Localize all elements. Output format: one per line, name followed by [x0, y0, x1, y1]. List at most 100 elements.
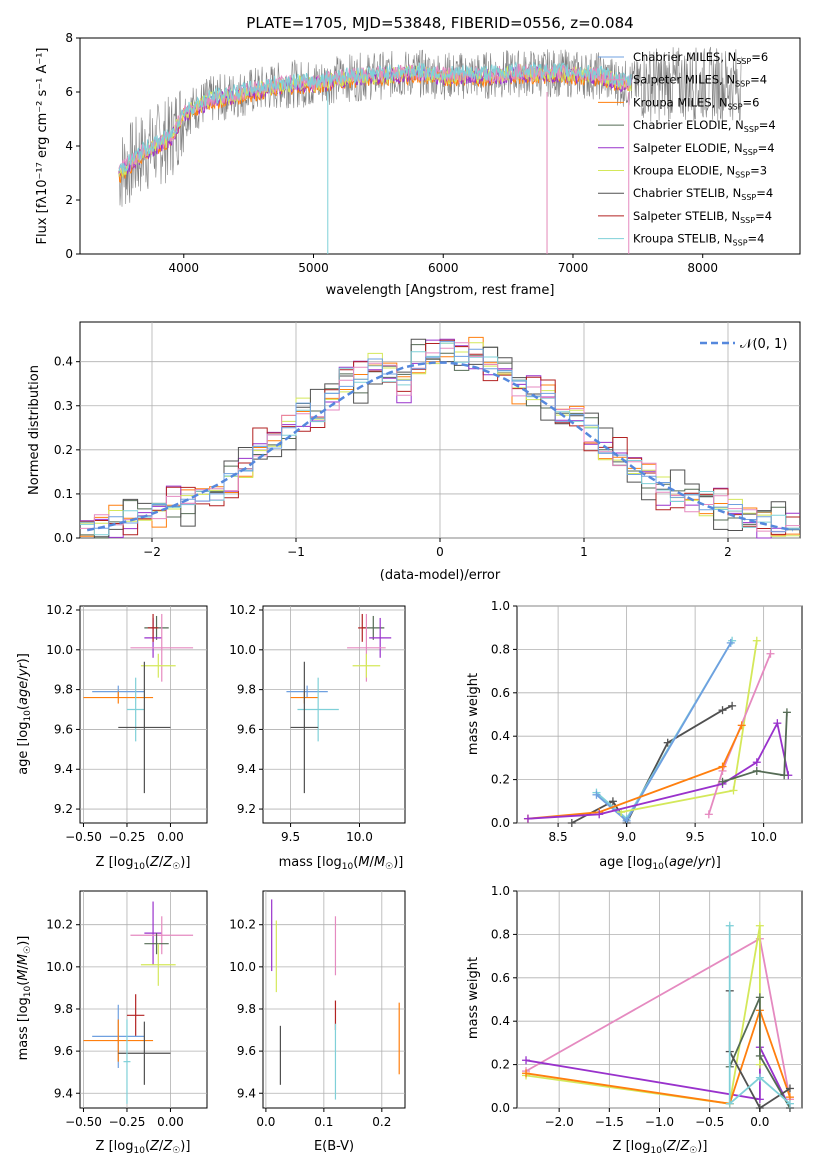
legend-value: =4 [756, 186, 773, 200]
legend-value: =4 [758, 141, 775, 155]
ytick-label: 9.4 [237, 1086, 256, 1100]
legend-subscript: SSP [735, 171, 750, 180]
legend-entry: Kroupa ELODIE, NSSP=3 [633, 164, 767, 180]
ytick-label: 0.2 [54, 443, 73, 457]
legend-entry: Chabrier STELIB, NSSP=4 [633, 186, 773, 202]
massweight-line [728, 925, 791, 1106]
xtick-label: −2.0 [545, 1115, 574, 1129]
ytick-label: 9.6 [54, 1044, 73, 1058]
legend-entry: Salpeter MILES, NSSP=4 [633, 73, 767, 89]
age-ylabel: age [log10(age/yr)] [16, 653, 33, 775]
spectrum-panel: 4000 5000 6000 7000 8000 0 2 4 6 8 Chabrier MILE… [35, 31, 801, 298]
xtick-label: 0.00 [157, 1115, 184, 1129]
ytick-label: 0.0 [54, 531, 73, 545]
ytick-label: 9.8 [237, 1002, 256, 1016]
gaussian-legend-label: 𝒩(0, 1) [740, 337, 787, 352]
xtick-label: −0.25 [109, 1115, 146, 1129]
massweight-line [722, 712, 788, 783]
ytick-label: 9.2 [237, 802, 256, 816]
xtick-label: 10.0 [750, 830, 777, 844]
ytick-label: 1.0 [491, 884, 510, 898]
xtick-label: −1.5 [595, 1115, 624, 1129]
xtick-label: 5000 [298, 261, 329, 275]
mass-vs-ebv-panel: 0.0 0.1 0.2 9.4 9.6 9.8 10.0 10.2 E(B-V) [229, 890, 406, 1154]
xtick-label: −0.50 [65, 830, 102, 844]
massweight-line [527, 720, 790, 820]
spectrum-xlabel: wavelength [Angstrom, rest frame] [326, 283, 555, 298]
ytick-label: 0.4 [491, 1014, 510, 1028]
ytick-label: 10.2 [46, 918, 73, 932]
xtick-label: 8000 [687, 261, 718, 275]
spectrum-legend: Chabrier MILES, NSSP=6 Salpeter MILES, NS… [598, 50, 776, 248]
massweight-line [525, 1046, 791, 1109]
ytick-label: 9.6 [54, 722, 73, 736]
xtick-label: −1.0 [645, 1115, 674, 1129]
ytick-label: 0.4 [491, 729, 510, 743]
residuals-ylabel: Normed distribution [27, 365, 42, 495]
xtick-label: 8.5 [549, 830, 568, 844]
age-vs-mass-xlabel: mass [log10(M/M☉)] [279, 855, 404, 872]
ytick-label: 10.0 [46, 960, 73, 974]
massweight-line [728, 996, 791, 1109]
ytick-label: 0.2 [491, 1058, 510, 1072]
xtick-label: 0.00 [157, 830, 184, 844]
ytick-label: 10.0 [46, 643, 73, 657]
legend-value: =4 [759, 118, 776, 132]
ytick-label: 9.4 [54, 1086, 73, 1100]
ytick-label: 10.2 [229, 918, 256, 932]
ytick-label: 8 [65, 31, 73, 45]
ebv-xlabel: E(B-V) [314, 1139, 354, 1154]
figure-title: PLATE=1705, MJD=53848, FIBERID=0556, z=0… [246, 14, 633, 32]
xtick-label: 7000 [558, 261, 589, 275]
mass-vs-metallicity-panel: −0.50 −0.25 0.00 9.4 9.6 9.8 10.0 10.2 Z [log10… [16, 890, 208, 1156]
residuals-xlabel: (data-model)/error [380, 568, 501, 583]
legend-value: =4 [748, 232, 765, 246]
legend-subscript: SSP [728, 102, 743, 111]
legend-entry: Chabrier MILES, NSSP=6 [633, 50, 768, 66]
legend-entry: Kroupa STELIB, NSSP=4 [633, 232, 764, 248]
mw-vs-z-xlabel: Z [log10(Z/Z☉)] [613, 1139, 708, 1156]
ytick-label: 0.4 [54, 355, 73, 369]
legend-subscript: SSP [733, 239, 748, 248]
legend-subscript: SSP [744, 125, 759, 134]
model-spectrum-line [118, 63, 632, 171]
residual-histogram [80, 340, 800, 533]
ytick-label: 9.6 [237, 722, 256, 736]
legend-entry: Salpeter STELIB, NSSP=4 [633, 209, 772, 225]
ytick-label: 0.8 [491, 642, 510, 656]
ytick-label: 10.0 [229, 643, 256, 657]
xtick-label: 9.0 [617, 830, 636, 844]
legend-value: =4 [755, 209, 772, 223]
ytick-label: 0.8 [491, 927, 510, 941]
mass-ylabel: mass [log10(M/M☉)] [16, 936, 33, 1061]
mw-vs-z-ylabel: mass weight [466, 957, 481, 1039]
xtick-label: 9.5 [686, 830, 705, 844]
ytick-label: 4 [65, 139, 73, 153]
xtick-label: −0.50 [65, 1115, 102, 1129]
ytick-label: 9.4 [54, 762, 73, 776]
ytick-label: 0.6 [491, 971, 510, 985]
xtick-label: 9.5 [281, 830, 300, 844]
gaussian-curve [86, 361, 794, 532]
spectrum-ylabel: Flux [fλ10⁻¹⁷ erg cm⁻² s⁻¹ A⁻¹] [35, 48, 50, 245]
xtick-label: 0.0 [750, 1115, 769, 1129]
xtick-label: 0.1 [314, 1115, 333, 1129]
massweight-line [525, 1007, 791, 1105]
ytick-label: 9.4 [237, 762, 256, 776]
ytick-label: 10.2 [46, 603, 73, 617]
xtick-label: −0.25 [109, 830, 146, 844]
ytick-label: 9.8 [54, 1002, 73, 1016]
xtick-label: 4000 [169, 261, 200, 275]
xtick-label: 6000 [428, 261, 459, 275]
legend-value: =6 [751, 50, 768, 64]
ytick-label: 9.2 [54, 802, 73, 816]
ytick-label: 10.0 [229, 960, 256, 974]
ytick-label: 0 [65, 247, 73, 261]
massweight-vs-metallicity-panel: −2.0 −1.5 −1.0 −0.5 0.0 0.0 0.2 0.4 0.6 0.8 1.0 Z … [466, 884, 803, 1156]
xtick-label: 0.2 [372, 1115, 391, 1129]
ytick-label: 0.0 [491, 1101, 510, 1115]
ytick-label: 2 [65, 193, 73, 207]
age-vs-metallicity-panel: −0.50 −0.25 0.00 9.2 9.4 9.6 9.8 10.0 10.2 Z [lo… [16, 603, 208, 872]
xtick-label: 0 [436, 545, 444, 559]
